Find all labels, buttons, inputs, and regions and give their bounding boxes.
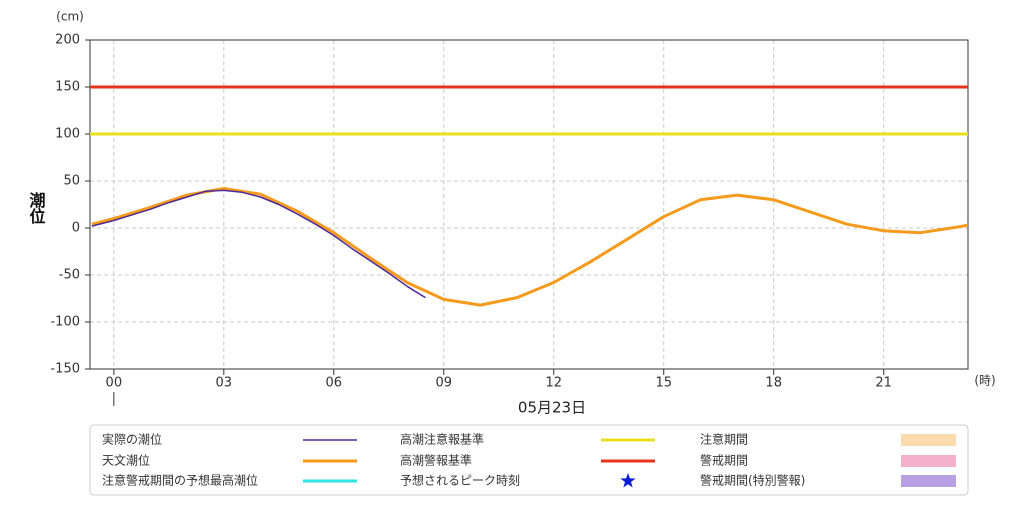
y-unit: (cm) [56, 10, 84, 24]
legend-label: 高潮警報基準 [400, 453, 472, 468]
series-line [91, 187, 969, 307]
legend-label: 実際の潮位 [102, 432, 162, 447]
legend-swatch [620, 473, 636, 488]
legend-label: 警戒期間 [700, 453, 748, 468]
legend-swatch [901, 455, 956, 467]
legend-label: 注意期間 [700, 432, 748, 447]
y-tick-label: -50 [59, 268, 80, 283]
x-tick-label: 03 [216, 376, 233, 391]
legend-label: 注意警戒期間の予想最高潮位 [102, 473, 258, 488]
y-tick-label: 50 [63, 174, 80, 189]
y-tick-label: -100 [50, 315, 80, 330]
legend-swatch [901, 475, 956, 487]
legend-label: 警戒期間(特別警報) [700, 473, 805, 488]
x-tick-label: 09 [435, 376, 452, 391]
x-tick-label: 21 [875, 376, 892, 391]
x-unit: (時) [974, 374, 995, 388]
plot-frame [89, 39, 969, 370]
y-tick-label: 150 [55, 80, 80, 95]
legend-swatch [901, 434, 956, 446]
series-line [91, 189, 426, 299]
y-tick-label: 200 [55, 33, 80, 48]
date-label: 05月23日 [518, 399, 586, 417]
x-tick-label: 06 [326, 376, 343, 391]
legend-box [89, 424, 969, 496]
legend-label: 高潮注意報基準 [400, 432, 484, 447]
y-tick-label: 0 [72, 221, 80, 236]
x-tick-label: 00 [106, 376, 123, 391]
y-tick-label: -150 [50, 362, 80, 377]
x-tick-label: 12 [545, 376, 562, 391]
legend-label: 予想されるピーク時刻 [400, 473, 520, 488]
y-axis-label: 潮位 [27, 191, 46, 225]
x-tick-label: 15 [655, 376, 672, 391]
legend-label: 天文潮位 [102, 453, 150, 468]
x-tick-label: 18 [765, 376, 782, 391]
y-tick-label: 100 [55, 127, 80, 142]
